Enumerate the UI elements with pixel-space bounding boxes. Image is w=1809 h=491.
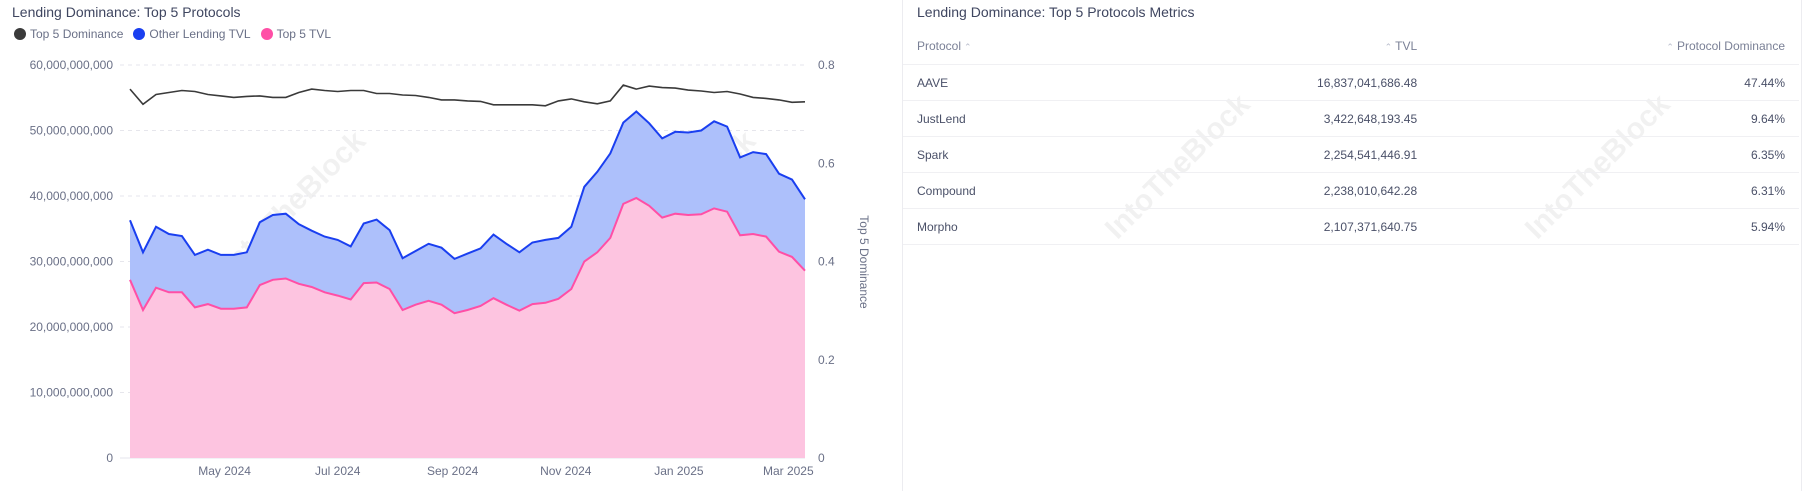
area-other-lending-tvl [130, 111, 805, 314]
legend-label: Other Lending TVL [149, 27, 251, 41]
y-left-tick-label: 0 [106, 451, 113, 465]
metrics-table: Protocol ⌃ ⌃ TVL ⌃ Protocol Dominance AAVE 1… [903, 28, 1799, 245]
column-header-protocol[interactable]: Protocol ⌃ [903, 28, 1117, 65]
chart-title: Lending Dominance: Top 5 Protocols [12, 4, 241, 20]
area-top5-tvl [130, 198, 805, 458]
column-header-tvl[interactable]: ⌃ TVL [1116, 28, 1432, 65]
y-right-tick-label: 0.2 [818, 353, 835, 367]
legend-label: Top 5 Dominance [30, 27, 124, 41]
table-title: Lending Dominance: Top 5 Protocols Metri… [917, 4, 1195, 20]
y-left-tick-label: 20,000,000,000 [30, 320, 114, 334]
metrics-panel: Lending Dominance: Top 5 Protocols Metri… [902, 0, 1802, 491]
legend-label: Top 5 TVL [276, 27, 332, 41]
chart-panel: Lending Dominance: Top 5 Protocols Top 5… [0, 0, 900, 491]
legend-dot-icon [260, 28, 273, 40]
legend-dot-icon [133, 28, 146, 40]
chart-legend: Top 5 Dominance Other Lending TVL Top 5 … [14, 27, 331, 41]
table-row: Spark 2,254,541,446.91 6.35% [903, 136, 1799, 173]
table-row: AAVE 16,837,041,686.48 47.44% [903, 64, 1799, 101]
protocol-cell: AAVE [903, 64, 1117, 101]
tvl-cell: 2,238,010,642.28 [1116, 172, 1432, 209]
table-row: JustLend 3,422,648,193.45 9.64% [903, 100, 1799, 137]
dominance-cell: 6.31% [1431, 172, 1799, 209]
x-tick-label: Mar 2025 [763, 464, 814, 478]
dominance-cell: 47.44% [1431, 64, 1799, 101]
y-left-tick-label: 10,000,000,000 [30, 386, 114, 400]
x-tick-label: Jul 2024 [315, 464, 361, 478]
line-top5-tvl [129, 196, 806, 315]
sort-arrow-icon: ⌃ [1384, 42, 1393, 52]
legend-dot-icon [14, 28, 26, 40]
sort-arrow-icon: ⌃ [1666, 42, 1674, 52]
y-right-axis-title: Top 5 Dominance [857, 215, 871, 309]
tvl-cell: 16,837,041,686.48 [1116, 64, 1432, 101]
table-row: Compound 2,238,010,642.28 6.31% [903, 172, 1799, 209]
y-right-tick-label: 0.6 [818, 156, 835, 170]
y-left-tick-label: 50,000,000,000 [30, 124, 114, 138]
y-right-tick-label: 0.8 [818, 58, 835, 72]
line-other-lending-tvl [129, 110, 806, 261]
legend-item-other-lending-tvl[interactable]: Other Lending TVL [133, 27, 251, 41]
table-row: Morpho 2,107,371,640.75 5.94% [903, 208, 1799, 245]
dominance-cell: 9.64% [1431, 100, 1799, 137]
x-tick-label: Sep 2024 [427, 464, 479, 478]
x-tick-label: May 2024 [198, 464, 251, 478]
tvl-cell: 3,422,648,193.45 [1116, 100, 1432, 137]
sort-arrow-icon: ⌃ [964, 42, 972, 52]
dominance-cell: 5.94% [1431, 208, 1799, 245]
x-tick-label: Jan 2025 [654, 464, 704, 478]
y-right-tick-label: 0.4 [818, 255, 835, 269]
tvl-cell: 2,107,371,640.75 [1116, 208, 1432, 245]
legend-item-top5-tvl[interactable]: Top 5 TVL [260, 27, 332, 41]
x-tick-label: Nov 2024 [540, 464, 592, 478]
protocol-cell: JustLend [903, 100, 1117, 137]
table-header-row: Protocol ⌃ ⌃ TVL ⌃ Protocol Dominance [903, 28, 1799, 65]
protocol-cell: Compound [903, 172, 1117, 209]
line-top5-dominance [129, 84, 806, 107]
protocol-cell: Spark [903, 136, 1117, 173]
dominance-cell: 6.35% [1431, 136, 1799, 173]
y-left-tick-label: 30,000,000,000 [30, 255, 114, 269]
legend-item-top5-dominance[interactable]: Top 5 Dominance [14, 27, 123, 41]
protocol-cell: Morpho [903, 208, 1117, 245]
y-left-tick-label: 60,000,000,000 [30, 58, 114, 72]
column-header-protocol-dominance[interactable]: ⌃ Protocol Dominance [1431, 28, 1799, 65]
y-right-tick-label: 0 [818, 451, 825, 465]
tvl-cell: 2,254,541,446.91 [1116, 136, 1432, 173]
y-left-tick-label: 40,000,000,000 [30, 189, 114, 203]
